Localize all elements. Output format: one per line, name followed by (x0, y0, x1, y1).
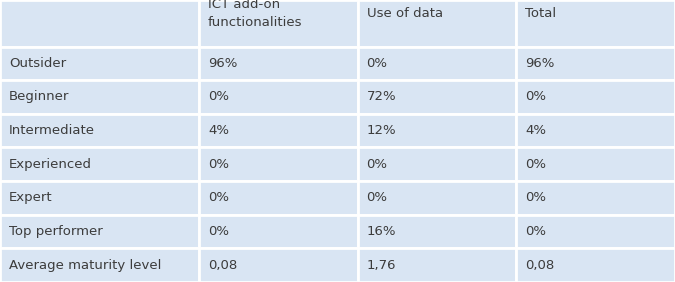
Text: 0%: 0% (367, 57, 387, 70)
Text: Top performer: Top performer (9, 225, 103, 238)
Text: Expert: Expert (9, 191, 53, 204)
Bar (358, 147, 516, 181)
Bar (0, 248, 199, 282)
Text: 0,08: 0,08 (525, 259, 554, 272)
Text: Intermediate: Intermediate (9, 124, 94, 137)
Bar (0, 215, 199, 248)
Bar (0, 181, 199, 215)
Bar (516, 215, 675, 248)
Text: 12%: 12% (367, 124, 396, 137)
Bar (516, 248, 675, 282)
Bar (199, 47, 358, 80)
Text: 0%: 0% (525, 91, 546, 103)
Text: 72%: 72% (367, 91, 396, 103)
Text: Experienced: Experienced (9, 158, 92, 171)
Bar (516, 114, 675, 147)
Text: 0,08: 0,08 (208, 259, 237, 272)
Text: 96%: 96% (525, 57, 555, 70)
Bar (358, 114, 516, 147)
Text: Outsider: Outsider (9, 57, 66, 70)
Bar (199, 215, 358, 248)
Bar (516, 80, 675, 114)
Text: 0%: 0% (367, 191, 387, 204)
Bar (0, 114, 199, 147)
Bar (0, 0, 199, 47)
Bar (516, 47, 675, 80)
Text: ICT add-on
functionalities: ICT add-on functionalities (208, 0, 302, 28)
Bar (516, 0, 675, 47)
Bar (199, 248, 358, 282)
Bar (516, 181, 675, 215)
Bar (358, 215, 516, 248)
Text: Use of data: Use of data (367, 6, 443, 19)
Text: 4%: 4% (525, 124, 546, 137)
Text: 0%: 0% (367, 158, 387, 171)
Text: 0%: 0% (208, 91, 229, 103)
Bar (199, 147, 358, 181)
Bar (199, 80, 358, 114)
Bar (358, 80, 516, 114)
Bar (0, 147, 199, 181)
Bar (0, 80, 199, 114)
Text: 0%: 0% (208, 225, 229, 238)
Text: Average maturity level: Average maturity level (9, 259, 161, 272)
Bar (0, 47, 199, 80)
Text: 0%: 0% (208, 158, 229, 171)
Bar (358, 181, 516, 215)
Text: 1,76: 1,76 (367, 259, 396, 272)
Text: 96%: 96% (208, 57, 238, 70)
Text: 0%: 0% (525, 158, 546, 171)
Text: Beginner: Beginner (9, 91, 69, 103)
Bar (199, 0, 358, 47)
Text: 16%: 16% (367, 225, 396, 238)
Text: 0%: 0% (525, 225, 546, 238)
Bar (358, 248, 516, 282)
Bar (358, 0, 516, 47)
Text: Total: Total (525, 6, 556, 19)
Text: 0%: 0% (208, 191, 229, 204)
Text: 4%: 4% (208, 124, 229, 137)
Text: 0%: 0% (525, 191, 546, 204)
Bar (199, 114, 358, 147)
Bar (516, 147, 675, 181)
Bar (358, 47, 516, 80)
Bar (199, 181, 358, 215)
